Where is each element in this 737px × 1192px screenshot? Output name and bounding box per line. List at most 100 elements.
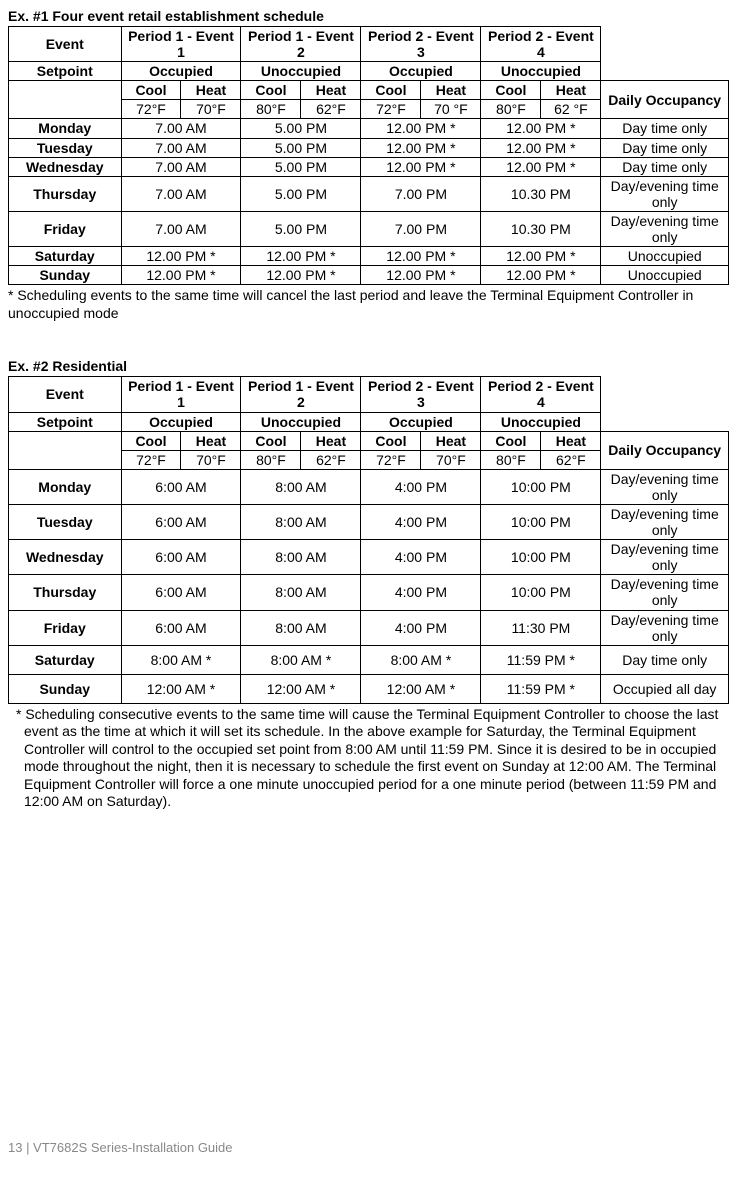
temp-h2: 62°F [301, 100, 361, 119]
table-row: Cool Heat Cool Heat Cool Heat Cool Heat … [9, 431, 729, 450]
event-cell: 12.00 PM * [481, 266, 601, 285]
event-cell: 6:00 AM [121, 610, 241, 645]
event-cell: 5.00 PM [241, 176, 361, 211]
blank-cell [9, 431, 122, 469]
table-row: Tuesday6:00 AM8:00 AM4:00 PM10:00 PMDay/… [9, 504, 729, 539]
day-cell: Tuesday [9, 504, 122, 539]
temp-c3: 72°F [361, 100, 421, 119]
temp-c2: 80°F [241, 100, 301, 119]
event-cell: 12:00 AM * [241, 674, 361, 703]
temp-c1: 72°F [121, 100, 181, 119]
event-cell: 4:00 PM [361, 610, 481, 645]
event-cell: 12.00 PM * [361, 247, 481, 266]
occupancy-cell: Day/evening time only [601, 540, 729, 575]
temp-c4: 80°F [481, 450, 541, 469]
temp-h2: 62°F [301, 450, 361, 469]
temp-h1: 70°F [181, 100, 241, 119]
occupancy-cell: Day/evening time only [601, 504, 729, 539]
cool-label: Cool [241, 431, 301, 450]
day-cell: Sunday [9, 266, 122, 285]
event-cell: 7.00 PM [361, 211, 481, 246]
cool-label: Cool [481, 431, 541, 450]
table-row: Saturday12.00 PM *12.00 PM *12.00 PM *12… [9, 247, 729, 266]
header-occ: Occupied [121, 62, 241, 81]
event-cell: 4:00 PM [361, 575, 481, 610]
occupancy-cell: Day/evening time only [601, 176, 729, 211]
occupancy-cell: Day time only [601, 645, 729, 674]
occupancy-cell: Day time only [601, 138, 729, 157]
occupancy-cell: Occupied all day [601, 674, 729, 703]
header-p2e3: Period 2 - Event 3 [361, 27, 481, 62]
event-cell: 7.00 AM [121, 138, 241, 157]
temp-c3: 72°F [361, 450, 421, 469]
ex1-title: Ex. #1 Four event retail establishment s… [8, 8, 729, 24]
occupancy-cell: Day/evening time only [601, 610, 729, 645]
header-unocc: Unoccupied [241, 412, 361, 431]
event-cell: 10:00 PM [481, 504, 601, 539]
event-cell: 8:00 AM * [361, 645, 481, 674]
day-cell: Tuesday [9, 138, 122, 157]
header-p2e4: Period 2 - Event 4 [481, 377, 601, 412]
header-p2e3: Period 2 - Event 3 [361, 377, 481, 412]
occupancy-cell: Day time only [601, 157, 729, 176]
event-cell: 8:00 AM * [241, 645, 361, 674]
header-occ: Occupied [361, 412, 481, 431]
day-cell: Wednesday [9, 157, 122, 176]
occupancy-cell: Day/evening time only [601, 211, 729, 246]
event-cell: 6:00 AM [121, 504, 241, 539]
event-cell: 7.00 AM [121, 119, 241, 138]
heat-label: Heat [301, 431, 361, 450]
event-cell: 7.00 PM [361, 176, 481, 211]
heat-label: Heat [421, 81, 481, 100]
event-cell: 7.00 AM [121, 157, 241, 176]
table-row: Saturday8:00 AM *8:00 AM *8:00 AM *11:59… [9, 645, 729, 674]
cool-label: Cool [121, 81, 181, 100]
event-cell: 12.00 PM * [361, 157, 481, 176]
day-cell: Saturday [9, 247, 122, 266]
table-row: Monday6:00 AM8:00 AM4:00 PM10:00 PMDay/e… [9, 469, 729, 504]
ex2-note: * Scheduling consecutive events to the s… [8, 706, 729, 811]
event-cell: 12.00 PM * [361, 266, 481, 285]
event-cell: 12.00 PM * [241, 247, 361, 266]
temp-h3: 70°F [421, 450, 481, 469]
table-row: Event Period 1 - Event 1 Period 1 - Even… [9, 27, 729, 62]
temp-c4: 80°F [481, 100, 541, 119]
heat-label: Heat [301, 81, 361, 100]
header-unocc: Unoccupied [481, 412, 601, 431]
header-p2e4: Period 2 - Event 4 [481, 27, 601, 62]
header-unocc: Unoccupied [481, 62, 601, 81]
table-row: Friday7.00 AM5.00 PM7.00 PM10.30 PMDay/e… [9, 211, 729, 246]
cool-label: Cool [241, 81, 301, 100]
event-cell: 11:59 PM * [481, 674, 601, 703]
cool-label: Cool [361, 81, 421, 100]
header-setpoint: Setpoint [9, 412, 122, 431]
cool-label: Cool [121, 431, 181, 450]
event-cell: 5.00 PM [241, 138, 361, 157]
cool-label: Cool [361, 431, 421, 450]
event-cell: 12.00 PM * [121, 266, 241, 285]
table-row: Sunday12.00 PM *12.00 PM *12.00 PM *12.0… [9, 266, 729, 285]
header-event: Event [9, 27, 122, 62]
occupancy-cell: Unoccupied [601, 266, 729, 285]
blank-cell [601, 377, 729, 431]
table-row: Thursday6:00 AM8:00 AM4:00 PM10:00 PMDay… [9, 575, 729, 610]
event-cell: 4:00 PM [361, 540, 481, 575]
header-event: Event [9, 377, 122, 412]
heat-label: Heat [181, 431, 241, 450]
page-footer: 13 | VT7682S Series-Installation Guide [8, 1140, 233, 1155]
blank-cell [9, 81, 122, 119]
event-cell: 12.00 PM * [361, 138, 481, 157]
table-row: Wednesday7.00 AM5.00 PM12.00 PM *12.00 P… [9, 157, 729, 176]
event-cell: 8:00 AM [241, 504, 361, 539]
occupancy-cell: Unoccupied [601, 247, 729, 266]
event-cell: 12.00 PM * [361, 119, 481, 138]
event-cell: 10:00 PM [481, 540, 601, 575]
header-setpoint: Setpoint [9, 62, 122, 81]
event-cell: 10:00 PM [481, 469, 601, 504]
event-cell: 10.30 PM [481, 176, 601, 211]
event-cell: 4:00 PM [361, 469, 481, 504]
day-cell: Saturday [9, 645, 122, 674]
table-row: Wednesday6:00 AM8:00 AM4:00 PM10:00 PMDa… [9, 540, 729, 575]
header-p1e1: Period 1 - Event 1 [121, 27, 241, 62]
header-occ: Occupied [361, 62, 481, 81]
